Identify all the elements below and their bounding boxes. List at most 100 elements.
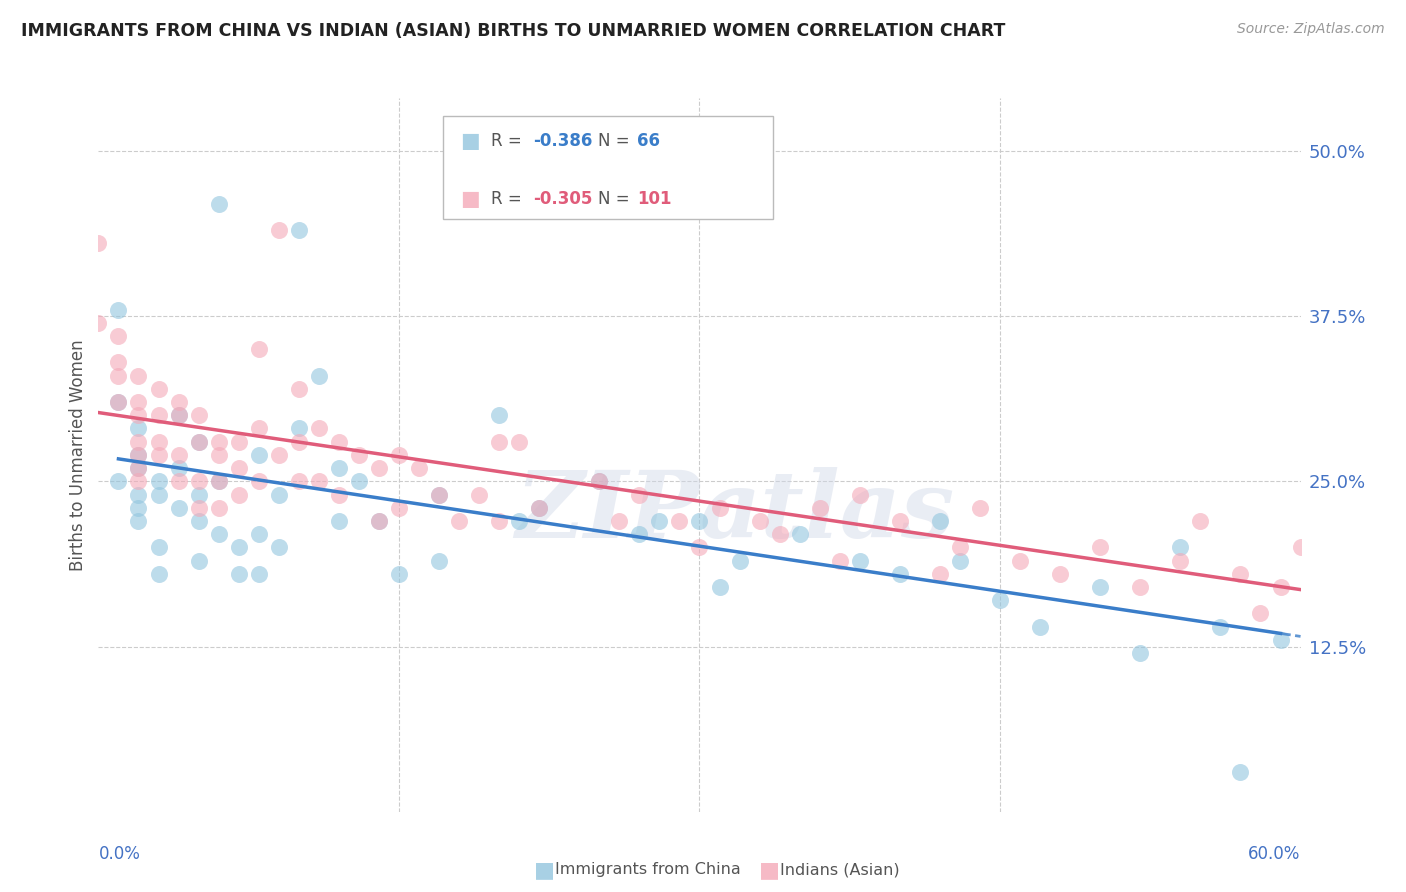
Text: ■: ■ (759, 860, 780, 880)
Text: N =: N = (598, 190, 634, 208)
Point (187, 434, 209, 449)
Point (508, 434, 530, 449)
Point (529, 500, 551, 515)
Point (969, 500, 991, 515)
Point (107, 395, 129, 409)
Point (128, 448, 150, 462)
Point (228, 566, 250, 581)
Point (228, 487, 250, 501)
Point (247, 421, 270, 435)
Point (128, 514, 150, 528)
Point (388, 500, 411, 515)
Point (247, 527, 270, 541)
Point (107, 329, 129, 343)
Point (148, 409, 170, 423)
Point (128, 421, 150, 435)
Point (408, 461, 430, 475)
Point (187, 475, 209, 489)
Text: atlas: atlas (700, 467, 955, 557)
Text: IMMIGRANTS FROM CHINA VS INDIAN (ASIAN) BIRTHS TO UNMARRIED WOMEN CORRELATION CH: IMMIGRANTS FROM CHINA VS INDIAN (ASIAN) … (21, 22, 1005, 40)
Text: R =: R = (491, 190, 527, 208)
Point (1350, 620, 1372, 634)
Point (208, 197, 231, 211)
Point (228, 541, 250, 555)
Point (769, 527, 792, 541)
Point (529, 500, 551, 515)
Point (288, 421, 311, 435)
Point (247, 475, 270, 489)
Point (1389, 541, 1406, 555)
Point (1049, 566, 1071, 581)
Point (288, 223, 311, 237)
Point (1229, 765, 1251, 780)
Point (468, 487, 491, 501)
Point (167, 500, 190, 515)
Point (668, 514, 690, 528)
Point (488, 409, 510, 423)
Point (267, 223, 290, 237)
Point (1029, 620, 1052, 634)
Point (267, 487, 290, 501)
Text: Indians (Asian): Indians (Asian) (780, 863, 900, 877)
Point (508, 514, 530, 528)
Point (308, 475, 330, 489)
Point (347, 475, 370, 489)
Point (368, 514, 391, 528)
Point (128, 395, 150, 409)
Point (328, 487, 350, 501)
Point (167, 461, 190, 475)
Point (247, 342, 270, 356)
Point (689, 514, 711, 528)
Point (1088, 580, 1111, 594)
Point (128, 409, 150, 423)
Point (288, 382, 311, 396)
Point (427, 554, 450, 568)
Point (167, 409, 190, 423)
Point (1330, 580, 1353, 594)
Point (709, 580, 731, 594)
Text: 101: 101 (637, 190, 672, 208)
Point (187, 487, 209, 501)
Point (427, 487, 450, 501)
Text: ■: ■ (460, 189, 479, 209)
Text: 0.0%: 0.0% (98, 845, 141, 863)
Point (1010, 554, 1032, 568)
Point (267, 541, 290, 555)
Point (1209, 620, 1232, 634)
Point (128, 475, 150, 489)
Point (187, 434, 209, 449)
Point (648, 514, 671, 528)
Point (187, 500, 209, 515)
Point (148, 382, 170, 396)
Point (849, 487, 872, 501)
Text: 66: 66 (637, 132, 659, 150)
Point (1229, 566, 1251, 581)
Point (609, 514, 631, 528)
Point (148, 487, 170, 501)
Point (988, 593, 1011, 607)
Point (347, 448, 370, 462)
Point (949, 541, 972, 555)
Point (288, 434, 311, 449)
Point (368, 514, 391, 528)
Point (1088, 541, 1111, 555)
Point (447, 514, 470, 528)
Point (148, 448, 170, 462)
Point (267, 448, 290, 462)
Point (208, 448, 231, 462)
Point (889, 514, 911, 528)
Point (328, 434, 350, 449)
Point (328, 514, 350, 528)
Point (709, 500, 731, 515)
Point (247, 566, 270, 581)
Point (128, 368, 150, 383)
Point (1270, 580, 1292, 594)
Point (107, 355, 129, 369)
Point (187, 409, 209, 423)
Point (128, 461, 150, 475)
Point (689, 541, 711, 555)
Text: Source: ZipAtlas.com: Source: ZipAtlas.com (1237, 22, 1385, 37)
Point (628, 487, 651, 501)
Point (208, 475, 231, 489)
Point (208, 500, 231, 515)
